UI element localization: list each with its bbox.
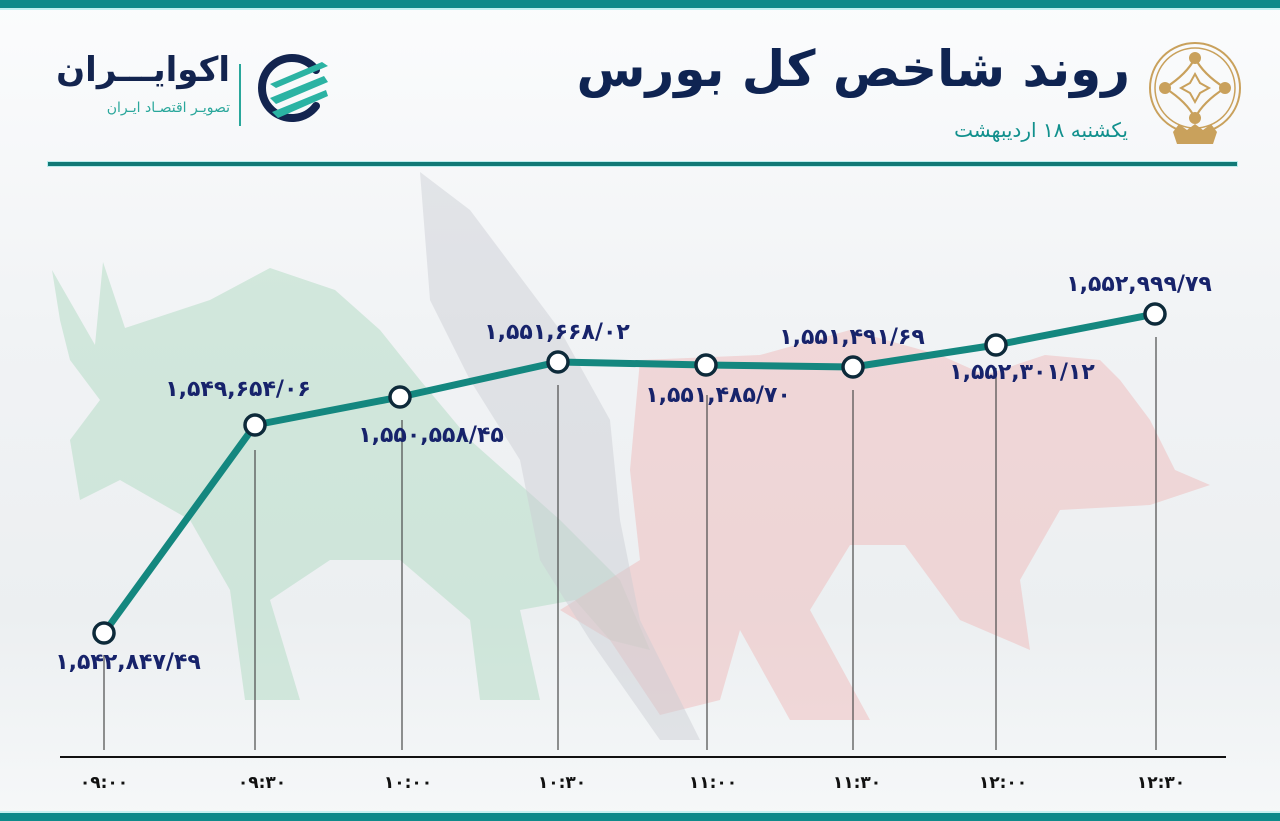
- data-point-1230[interactable]: [1143, 302, 1167, 326]
- index-series-line: [100, 310, 1159, 637]
- data-point-1200[interactable]: [984, 333, 1008, 357]
- value-label-1000: ۱,۵۵۰,۵۵۸/۴۵: [358, 423, 504, 448]
- data-point-1130[interactable]: [841, 355, 865, 379]
- value-label-1230: ۱,۵۵۲,۹۹۹/۷۹: [1066, 272, 1212, 297]
- value-label-1030: ۱,۵۵۱,۶۶۸/۰۲: [484, 320, 630, 345]
- data-point-0900[interactable]: [92, 621, 116, 645]
- brand-name: اکوایـــران: [56, 50, 230, 90]
- x-tick-0930: ۰۹:۳۰: [237, 773, 287, 793]
- value-label-1130: ۱,۵۵۱,۴۹۱/۶۹: [779, 325, 925, 350]
- x-tick-1000: ۱۰:۰۰: [383, 773, 433, 793]
- data-point-1100[interactable]: [694, 353, 718, 377]
- x-tick-1130: ۱۱:۳۰: [832, 773, 882, 793]
- value-label-0900: ۱,۵۴۲,۸۴۷/۴۹: [55, 650, 201, 675]
- value-label-1200: ۱,۵۵۲,۳۰۱/۱۲: [949, 360, 1095, 385]
- x-tick-1030: ۱۰:۳۰: [537, 773, 587, 793]
- ecoiran-logo-icon: [258, 54, 328, 122]
- data-point-0930[interactable]: [243, 413, 267, 437]
- page-title: روند شاخص کل بورس: [576, 40, 1130, 98]
- date-subtitle: یکشنبه ۱۸ اردیبهشت: [954, 118, 1128, 142]
- brand-tagline: تصویـر اقتصـاد ایـران: [106, 100, 230, 116]
- data-point-1030[interactable]: [546, 350, 570, 374]
- header-divider: [48, 162, 1237, 166]
- x-tick-1230: ۱۲:۳۰: [1136, 773, 1186, 793]
- x-tick-0900: ۰۹:۰۰: [79, 773, 129, 793]
- brand-block: اکوایـــران تصویـر اقتصـاد ایـران: [56, 48, 340, 130]
- value-label-0930: ۱,۵۴۹,۶۵۴/۰۶: [165, 377, 311, 402]
- drop-lines: [103, 337, 1157, 750]
- data-point-1000[interactable]: [388, 385, 412, 409]
- x-tick-1100: ۱۱:۰۰: [688, 773, 738, 793]
- brand-separator: [239, 64, 241, 126]
- top-accent-bar: [0, 0, 1280, 10]
- value-label-1100: ۱,۵۵۱,۴۸۵/۷۰: [645, 383, 791, 408]
- bear-silhouette-icon: [560, 330, 1210, 720]
- tse-emblem-icon: [1149, 42, 1241, 144]
- data-markers: [92, 302, 1167, 645]
- bull-silhouette-icon: [52, 262, 650, 700]
- arrow-streak-icon: [420, 172, 700, 740]
- header: روند شاخص کل بورس یکشنبه ۱۸ اردیبهشت: [0, 0, 1280, 170]
- bottom-accent-bar: [0, 811, 1280, 821]
- x-tick-1200: ۱۲:۰۰: [978, 773, 1028, 793]
